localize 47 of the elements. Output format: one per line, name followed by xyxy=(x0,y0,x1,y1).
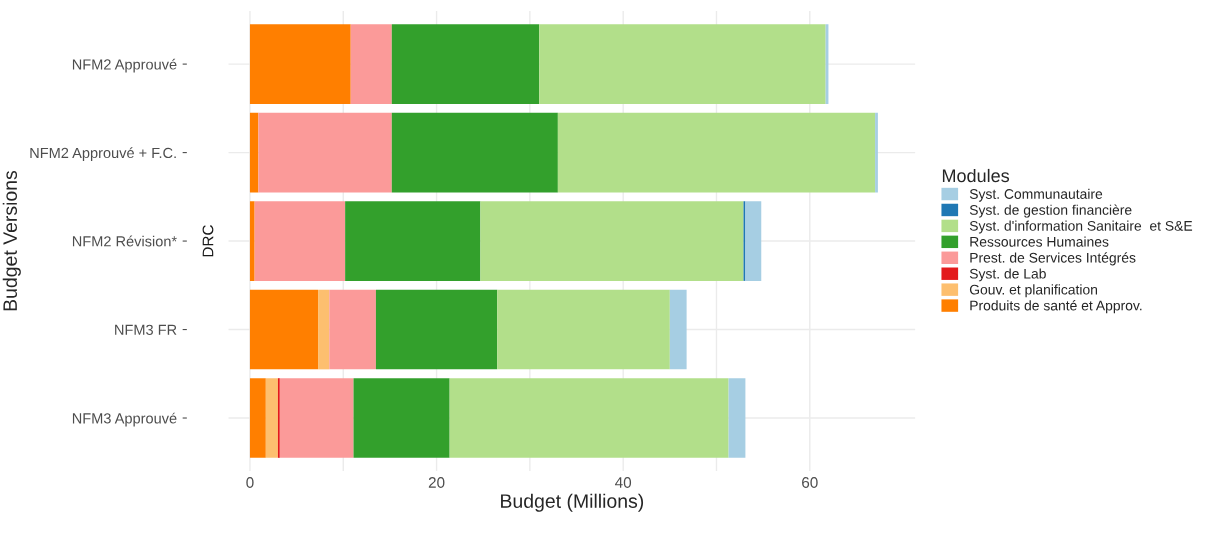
x-axis-title: Budget (Millions) xyxy=(501,493,644,512)
text: DRC xyxy=(202,225,214,257)
y-tick-label: NFM3 Approuvé xyxy=(72,412,177,427)
bar xyxy=(375,289,498,370)
bar xyxy=(557,112,876,193)
bar xyxy=(497,289,670,370)
x-tick-label: 60 xyxy=(802,477,818,488)
bar xyxy=(480,201,744,281)
bar xyxy=(539,24,826,104)
bar xyxy=(249,112,259,193)
bar xyxy=(265,378,278,458)
bar xyxy=(258,112,392,193)
bar xyxy=(875,112,878,193)
bar xyxy=(318,289,330,370)
legend-label: Gouv. et planification xyxy=(969,284,1098,298)
legend-label: Syst. Communautaire xyxy=(969,188,1103,202)
bar xyxy=(249,24,351,104)
bar xyxy=(728,378,746,458)
x-tick-label: 40 xyxy=(615,477,632,488)
bar xyxy=(249,289,319,370)
y-tick-label: NFM2 Approuvé + F.C. xyxy=(30,147,176,161)
bar xyxy=(391,24,540,104)
bar xyxy=(254,201,346,281)
legend-label: Syst. d'information Sanitaire et S&E xyxy=(969,220,1193,234)
bar xyxy=(329,289,376,370)
bar xyxy=(249,378,266,458)
y-tick-label: NFM3 FR xyxy=(115,324,177,335)
bar xyxy=(345,201,481,281)
legend-label: Syst. de gestion financière xyxy=(969,204,1132,218)
bar xyxy=(353,378,450,458)
y-axis-title: Budget Versions xyxy=(2,170,21,311)
legend-title: Modules xyxy=(942,168,1010,183)
bar xyxy=(350,24,392,104)
x-tick-label: 20 xyxy=(428,477,445,488)
bar xyxy=(669,289,687,370)
legend-label: Syst. de Lab xyxy=(969,268,1046,282)
bar xyxy=(449,378,729,458)
y-tick-label: NFM2 Approuvé xyxy=(72,58,177,73)
bar xyxy=(279,378,354,458)
legend-label: Produits de santé et Approv. xyxy=(970,300,1142,314)
bar xyxy=(391,112,558,193)
bar xyxy=(249,201,255,281)
legend-label: Ressources Humaines xyxy=(970,236,1109,247)
legend-label: Prest. de Services Intégrés xyxy=(970,252,1136,266)
bar xyxy=(745,201,762,281)
y-tick-label: NFM2 Révision* xyxy=(72,235,177,247)
x-tick-label: 0 xyxy=(246,477,254,488)
